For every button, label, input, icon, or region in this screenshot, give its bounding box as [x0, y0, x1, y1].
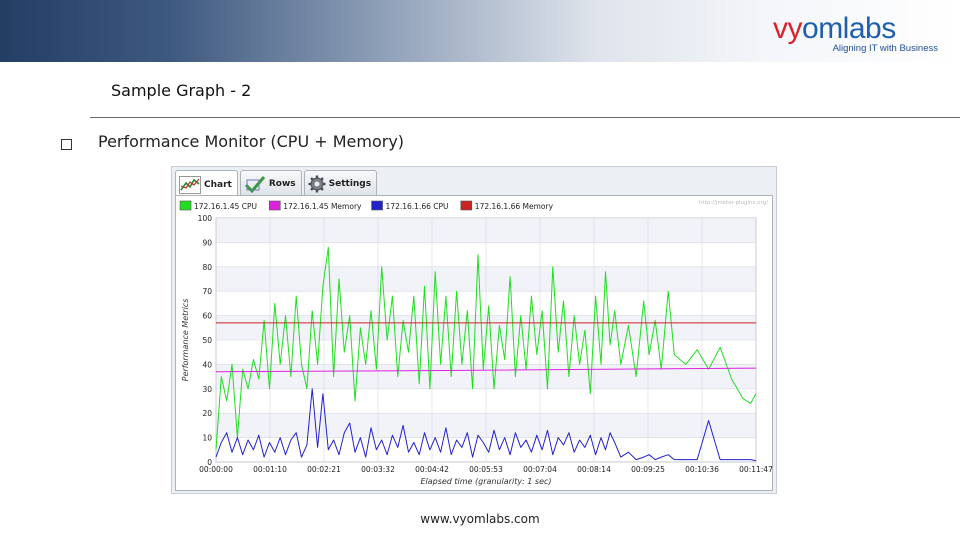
performance-chart: 172.16.1.45 CPU 172.16.1.45 Memory 172.16.…	[179, 200, 773, 486]
y-tick-label: 70	[202, 287, 212, 296]
x-axis-ticks: 00:00:00 00:01:10 00:02:21 00:03:32 00:04:42…	[199, 465, 773, 474]
gear-icon	[308, 175, 326, 192]
legend-label: 172.16.1.66 Memory	[475, 202, 554, 211]
legend-swatch	[371, 200, 383, 211]
x-tick-label: 00:03:32	[361, 465, 395, 474]
logo-wordmark: vyomlabs	[773, 12, 896, 45]
title-divider	[90, 117, 960, 118]
x-tick-label: 00:04:42	[415, 465, 449, 474]
y-tick-label: 20	[202, 409, 212, 418]
series-line	[215, 246, 757, 450]
bullet-text: Performance Monitor (CPU + Memory)	[98, 132, 405, 151]
tab-bar: Chart Rows Settings	[175, 170, 379, 198]
header-banner	[0, 0, 960, 62]
legend-label: 172.16.1.66 CPU	[386, 202, 449, 211]
chart-legend: 172.16.1.45 CPU 172.16.1.45 Memory 172.16.…	[179, 200, 554, 211]
legend-swatch	[460, 200, 473, 211]
chart-icon	[179, 175, 201, 194]
y-tick-label: 90	[202, 238, 212, 247]
x-tick-label: 00:11:47	[739, 465, 772, 474]
bullet-square-icon	[61, 139, 72, 150]
chart-panel: 172.16.1.45 CPU 172.16.1.45 Memory 172.16.…	[175, 195, 773, 491]
y-tick-label: 0	[207, 458, 212, 467]
legend-swatch	[179, 200, 192, 211]
x-tick-label: 00:05:53	[469, 465, 503, 474]
y-tick-label: 80	[202, 263, 212, 272]
y-tick-label: 30	[202, 385, 212, 394]
tab-rows[interactable]: Rows	[239, 170, 302, 196]
x-tick-label: 00:09:25	[631, 465, 665, 474]
legend-label: 172.16.1.45 CPU	[194, 202, 257, 211]
tab-settings[interactable]: Settings	[303, 170, 378, 196]
x-tick-label: 00:01:10	[253, 465, 287, 474]
x-axis-label: Elapsed time (granularity: 1 sec)	[420, 477, 551, 486]
chart-watermark: http://jmeter-plugins.org/	[699, 200, 768, 206]
vyomlabs-logo: vyomlabs Aligning IT with Business	[773, 12, 938, 56]
tab-chart-label: Chart	[204, 179, 232, 190]
x-tick-label: 00:10:36	[685, 465, 719, 474]
y-tick-label: 40	[202, 360, 212, 369]
chart-gridlines	[215, 217, 757, 463]
tab-rows-label: Rows	[268, 178, 296, 189]
slide-title: Sample Graph - 2	[111, 81, 252, 100]
footer-url: www.vyomlabs.com	[420, 512, 540, 526]
y-axis-label: Performance Metrics	[181, 299, 190, 382]
series-line	[215, 388, 757, 462]
legend-label: 172.16.1.45 Memory	[283, 202, 362, 211]
tab-chart[interactable]: Chart	[175, 170, 238, 198]
y-tick-label: 10	[202, 434, 212, 443]
legend-swatch	[268, 200, 281, 211]
checkmark-icon	[244, 175, 265, 193]
y-axis-ticks: 0 10 20 30 40 50 60 70 80 90 100	[198, 214, 213, 467]
x-tick-label: 00:08:14	[577, 465, 611, 474]
y-tick-label: 60	[202, 312, 212, 321]
y-tick-label: 50	[202, 336, 212, 345]
x-tick-label: 00:02:21	[307, 465, 341, 474]
y-tick-label: 100	[198, 214, 213, 223]
logo-tagline: Aligning IT with Business	[832, 43, 938, 54]
series-line	[215, 367, 757, 373]
chart-series	[215, 246, 757, 462]
x-tick-label: 00:07:04	[523, 465, 557, 474]
performance-monitor-window: Chart Rows Settings	[171, 166, 777, 494]
tab-settings-label: Settings	[328, 178, 372, 189]
x-tick-label: 00:00:00	[199, 465, 233, 474]
